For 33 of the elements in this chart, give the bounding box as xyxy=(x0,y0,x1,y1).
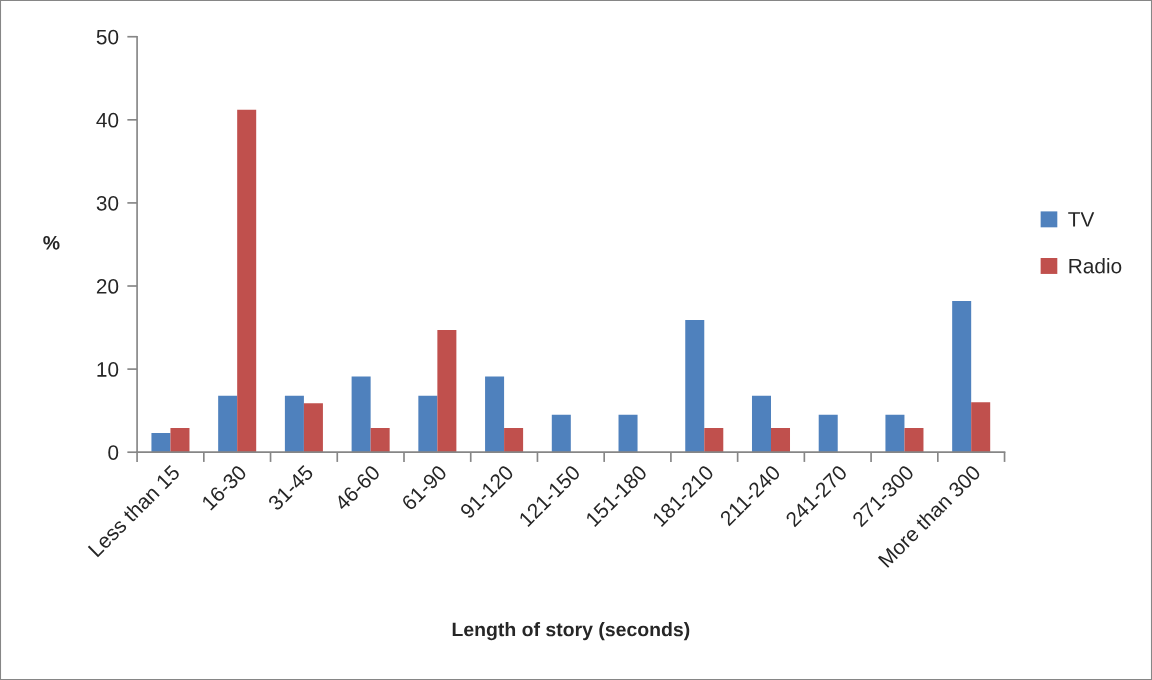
bar xyxy=(952,300,972,453)
bar xyxy=(418,395,438,453)
bar xyxy=(218,395,238,453)
bar xyxy=(284,395,304,453)
y-tick-label: 50 xyxy=(96,29,119,45)
bar xyxy=(818,414,838,453)
bar xyxy=(971,402,991,453)
bar xyxy=(351,376,371,453)
y-tick-label: 0 xyxy=(108,445,119,460)
bar xyxy=(485,376,505,453)
bar xyxy=(685,320,705,453)
y-axis-title: % xyxy=(43,235,60,250)
bar xyxy=(551,414,571,453)
bar xyxy=(151,433,171,453)
bar xyxy=(437,330,457,453)
bar xyxy=(704,428,724,453)
y-tick-label: 20 xyxy=(96,279,119,294)
bar xyxy=(504,428,524,453)
bar xyxy=(885,414,905,453)
x-axis-title: Length of story (seconds) xyxy=(452,622,690,641)
y-tick-label: 30 xyxy=(96,195,119,211)
bar xyxy=(751,395,771,453)
bar xyxy=(303,403,323,453)
bar xyxy=(618,414,638,453)
y-tick-label: 10 xyxy=(97,362,119,377)
legend-label: Radio xyxy=(1069,258,1122,274)
bar xyxy=(370,428,390,453)
bar xyxy=(771,428,791,453)
bar xyxy=(904,428,924,453)
bar xyxy=(170,428,190,453)
y-tick-label: 40 xyxy=(96,112,119,128)
legend-label: TV xyxy=(1068,212,1095,227)
bar xyxy=(237,109,257,453)
